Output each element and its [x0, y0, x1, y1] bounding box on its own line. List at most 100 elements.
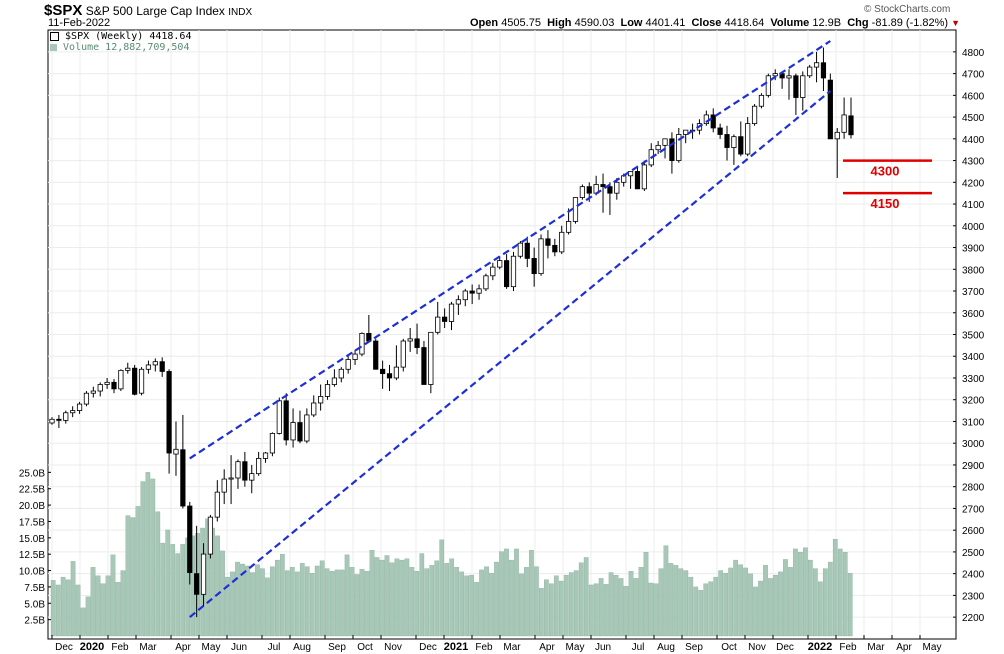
volume-bar [160, 542, 166, 637]
price-tick-label: 3200 [962, 396, 985, 407]
volume-bar [100, 583, 106, 637]
volume-bar [738, 564, 743, 637]
volume-bar [489, 573, 494, 637]
volume-bar [85, 596, 91, 637]
candle-up [83, 392, 90, 405]
candle-down [724, 134, 730, 148]
price-tick-label: 3100 [962, 417, 985, 428]
volume-bar [354, 574, 360, 637]
volume-bar [768, 578, 773, 637]
volume-bar [339, 569, 345, 637]
candle-down [414, 338, 420, 348]
volume-bar [220, 550, 225, 637]
volume-bar [215, 535, 220, 637]
price-tick-label: 4600 [962, 91, 985, 102]
channel-upper-line [189, 40, 831, 460]
price-tick-label: 4300 [962, 157, 985, 168]
candle-up [751, 105, 758, 125]
volume-bar [678, 568, 684, 637]
time-tick-label: May [566, 642, 585, 653]
volume-bar [245, 565, 250, 637]
volume-bar [598, 578, 604, 637]
volume-bar [140, 481, 146, 637]
candle-up [614, 181, 620, 194]
candle-down [531, 258, 537, 275]
legend-price-text: $SPX (Weekly) 4418.64 [65, 31, 192, 42]
candle-up [517, 242, 523, 257]
volume-bar [170, 544, 176, 637]
price-axis: 2200 2300 2400 2500 2600 2700 2800 2900 3000 3100… [953, 48, 985, 624]
candle-up [235, 461, 241, 479]
volume-bar [439, 539, 445, 637]
high-value: 4590.03 [574, 17, 615, 29]
candle-down [827, 79, 833, 140]
volume-bar [753, 586, 758, 637]
time-tick-label: Jul [632, 642, 645, 653]
support-label: 4150 [871, 196, 900, 211]
time-tick-label: Jun [231, 642, 247, 653]
volume-bar [817, 581, 823, 637]
candle-up [490, 266, 496, 277]
volume-bar [778, 571, 783, 637]
candle-up [318, 396, 324, 404]
volume-bar [260, 568, 265, 637]
volume-bar [409, 567, 415, 637]
volume-bar [583, 557, 589, 637]
volume-bar [658, 568, 664, 637]
volume-bar [180, 544, 186, 637]
candle-up [772, 73, 778, 77]
volume-bar [255, 564, 260, 637]
volume-bar [55, 584, 61, 637]
volume-bar [783, 559, 788, 637]
volume-bar [334, 569, 340, 637]
volume-bar [703, 583, 709, 637]
candle-up [641, 164, 647, 190]
volume-bar [623, 586, 629, 637]
time-tick-label: Nov [748, 642, 766, 653]
candle-up [152, 361, 158, 366]
volume-bar [514, 548, 519, 637]
volume-bar [319, 560, 325, 637]
price-tick-label: 4000 [962, 222, 985, 233]
volume-tick-label: 10.0B [19, 567, 45, 578]
price-tick-label: 3800 [962, 265, 985, 276]
candle-down [194, 573, 200, 595]
candle-up [345, 359, 351, 370]
candle-down [710, 114, 716, 129]
volume-bar [553, 575, 559, 637]
volume-bar [65, 579, 71, 637]
volume-bar [499, 551, 504, 637]
volume-label: Volume [770, 17, 810, 29]
candle-up [662, 138, 668, 146]
candle-down [132, 367, 138, 395]
candle-down [166, 371, 172, 454]
down-arrow-icon: ▼ [951, 18, 961, 28]
volume-bar [449, 558, 455, 637]
candle-up [359, 333, 365, 355]
volume-bar [548, 583, 554, 637]
candle-up [331, 377, 338, 385]
volume-bar [733, 559, 738, 637]
volume-bar [663, 545, 669, 637]
time-tick-label: 2022 [808, 641, 832, 653]
volume-bar [165, 529, 171, 637]
price-tick-label: 3700 [962, 287, 985, 298]
volume-bar [270, 566, 275, 637]
time-axis: Dec 2020 Feb Mar Apr May Jun Jul Aug Sep Oct Nov Dec… [51, 635, 941, 653]
time-tick-label: Dec [419, 642, 437, 653]
time-tick-label: 2021 [444, 641, 468, 653]
candle-up [138, 368, 145, 394]
candle-up [249, 473, 255, 481]
candle-up [807, 66, 813, 77]
candle-up [655, 144, 661, 151]
volume-bar [304, 566, 310, 637]
volume-bar [459, 571, 465, 637]
price-tick-label: 3000 [962, 439, 985, 450]
volume-bar [837, 548, 843, 637]
candle-swatch-icon [50, 31, 59, 41]
candle-down [380, 368, 386, 375]
volume-bar [95, 575, 101, 637]
candle-down [180, 449, 186, 507]
volume-tick-label: 17.5B [19, 517, 45, 528]
price-tick-label: 4700 [962, 70, 985, 81]
